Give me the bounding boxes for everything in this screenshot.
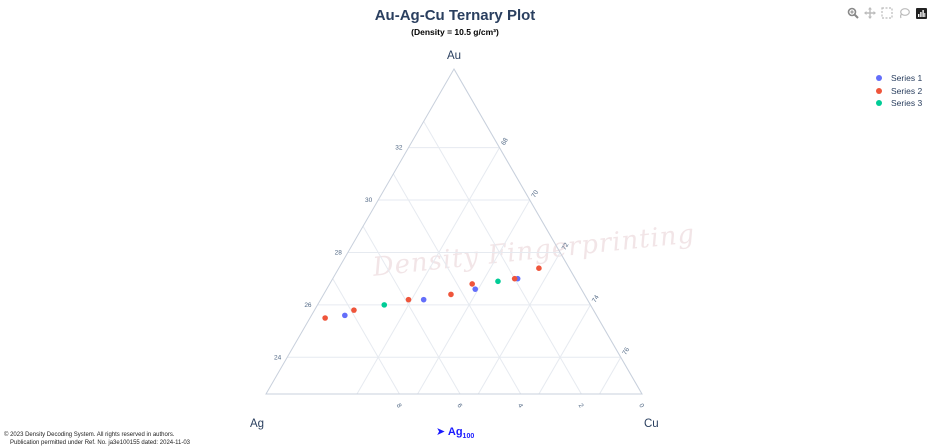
data-points xyxy=(322,265,542,321)
data-point-series-2[interactable] xyxy=(536,265,542,271)
ternary-triangle xyxy=(265,68,643,395)
legend-marker xyxy=(876,100,882,107)
grid-line-cu xyxy=(477,252,561,395)
tick-label-cu: 74 xyxy=(591,294,601,304)
tick-label-cu: 70 xyxy=(530,189,540,199)
data-point-series-1[interactable] xyxy=(420,296,427,303)
lasso-icon[interactable] xyxy=(897,6,911,20)
tick-label-ag: 0 xyxy=(637,403,645,410)
axis-title-ag: ➤ Ag100 xyxy=(436,426,475,441)
footer-copyright: © 2023 Density Decoding System. All righ… xyxy=(4,432,175,438)
tick-label-au: 30 xyxy=(365,197,373,204)
ag-title-text: Ag xyxy=(447,426,463,438)
grid-line-ag xyxy=(423,121,582,395)
legend-label: Series 1 xyxy=(891,73,923,84)
legend-label: Series 3 xyxy=(891,98,923,109)
data-point-series-2[interactable] xyxy=(469,281,475,287)
grid-lines xyxy=(287,68,643,395)
chart-title: Au-Ag-Cu Ternary Plot xyxy=(374,7,536,24)
legend-label: Series 2 xyxy=(891,85,923,96)
legend-item-series-2[interactable]: Series 2 xyxy=(876,85,922,98)
data-point-series-2[interactable] xyxy=(351,307,357,313)
data-point-series-1[interactable] xyxy=(342,312,348,319)
grid-line-cu xyxy=(538,304,591,395)
box-select-icon[interactable] xyxy=(880,6,894,20)
data-point-series-3[interactable] xyxy=(381,302,388,308)
pan-icon[interactable] xyxy=(863,6,877,20)
tick-labels: 24 26 28 30 32 8 6 4 2 0 68 70 72 74 76 xyxy=(274,137,645,410)
legend-item-series-3[interactable]: Series 3 xyxy=(876,97,922,110)
grid-line-cu xyxy=(599,357,622,395)
legend-marker xyxy=(876,75,882,82)
legend-marker xyxy=(876,87,882,94)
axis-title-cu: Cu xyxy=(644,418,659,430)
tick-label-au: 26 xyxy=(304,302,312,309)
data-point-series-2[interactable] xyxy=(448,291,454,298)
tick-label-cu: 76 xyxy=(621,346,631,356)
tick-label-ag: 6 xyxy=(455,403,463,410)
tick-label-au: 28 xyxy=(335,249,343,256)
tick-label-ag: 2 xyxy=(577,403,585,410)
chart-subtitle: (Density = 10.5 g/cm³) xyxy=(411,27,499,37)
modebar xyxy=(846,6,928,20)
data-point-series-3[interactable] xyxy=(495,278,501,285)
tick-label-cu: 72 xyxy=(561,241,571,251)
axis-title-ag-corner: Ag xyxy=(250,418,265,430)
data-point-series-2[interactable] xyxy=(511,275,518,282)
footer: © 2023 Density Decoding System. All righ… xyxy=(4,431,190,447)
tick-label-au: 24 xyxy=(274,354,282,361)
zoom-icon[interactable] xyxy=(846,6,860,20)
tick-label-ag: 8 xyxy=(395,403,403,410)
tick-label-ag: 4 xyxy=(516,403,524,410)
legend: Series 1 Series 2 Series 3 xyxy=(876,72,922,110)
legend-item-series-1[interactable]: Series 1 xyxy=(876,72,922,85)
grid-line-cu xyxy=(417,199,531,395)
data-point-series-1[interactable] xyxy=(472,286,479,292)
plotly-logo-icon[interactable] xyxy=(914,6,928,20)
ag-title-sub: 100 xyxy=(462,433,475,441)
data-point-series-2[interactable] xyxy=(322,315,328,321)
grid-line-ag xyxy=(392,173,522,395)
grid-line-ag xyxy=(332,278,400,395)
footer-permission: Publication permitted under Ref. No. ja3… xyxy=(10,440,191,446)
grid-line-cu xyxy=(356,147,500,395)
tick-label-cu: 68 xyxy=(500,137,510,147)
tick-label-au: 32 xyxy=(395,145,403,152)
axis-title-au: Au xyxy=(447,50,462,62)
data-point-series-2[interactable] xyxy=(405,296,412,303)
grid-line-ag xyxy=(362,226,461,395)
